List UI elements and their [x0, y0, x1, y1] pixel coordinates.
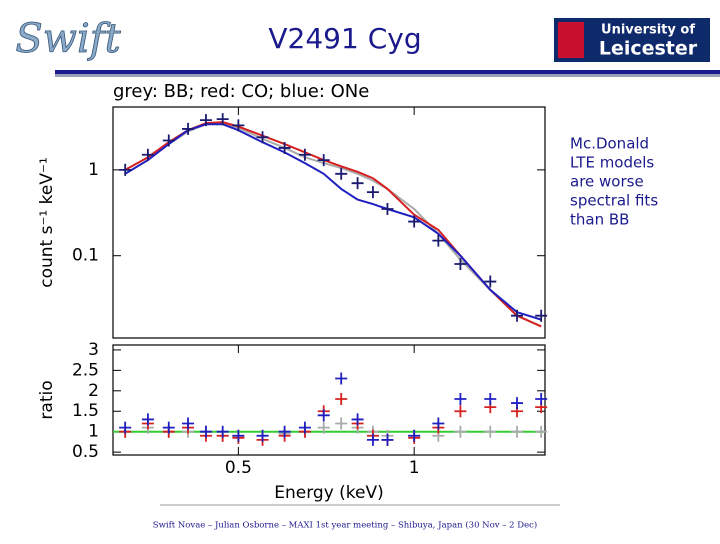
side-note: than BB	[570, 211, 629, 229]
plot-frame	[112, 344, 546, 456]
data-point	[454, 425, 467, 438]
logo-shield	[558, 22, 584, 58]
data-point	[484, 275, 497, 288]
data-point	[232, 119, 245, 132]
y-tick-label: 1.5	[72, 401, 99, 421]
data-point	[484, 425, 497, 438]
data-point	[298, 421, 311, 434]
y-tick-label: 1	[88, 160, 99, 180]
data-point	[408, 429, 421, 442]
y-axis-label: count s⁻¹ keV⁻¹	[37, 157, 57, 288]
header-rule-shadow	[55, 73, 720, 77]
side-note: are worse	[570, 173, 644, 191]
data-point	[335, 167, 348, 180]
data-point	[454, 405, 467, 418]
data-point	[351, 413, 364, 426]
data-point	[366, 186, 379, 199]
side-note: spectral fits	[570, 192, 658, 210]
data-point	[216, 425, 229, 438]
y-tick-label: 2	[88, 381, 99, 401]
y-tick-label: 2.5	[72, 360, 99, 380]
data-point	[141, 148, 154, 161]
data-point	[141, 413, 154, 426]
logo-text: University of	[601, 23, 695, 38]
data-point	[232, 429, 245, 442]
x-tick-label: 1	[409, 458, 420, 478]
data-point	[366, 433, 379, 446]
data-point	[335, 417, 348, 430]
data-point	[162, 421, 175, 434]
data-point	[535, 392, 548, 405]
data-point	[317, 409, 330, 422]
data-point	[162, 134, 175, 147]
data-point	[432, 234, 445, 247]
data-point	[454, 392, 467, 405]
data-point	[256, 429, 269, 442]
data-point	[381, 203, 394, 216]
data-point	[317, 421, 330, 434]
y-tick-label: 0.5	[72, 442, 99, 462]
data-point	[535, 309, 548, 322]
data-point	[335, 392, 348, 405]
data-point	[119, 163, 132, 176]
data-point	[182, 122, 195, 135]
data-point	[511, 397, 524, 410]
data-point	[454, 258, 467, 271]
y-tick-label: 3	[88, 340, 99, 360]
logo-text: Leicester	[599, 38, 698, 60]
data-point	[199, 425, 212, 438]
y-axis-label: ratio	[37, 380, 57, 419]
data-point	[381, 433, 394, 446]
x-axis-label: Energy (keV)	[274, 483, 384, 503]
data-point	[511, 309, 524, 322]
data-point	[298, 148, 311, 161]
data-point	[216, 113, 229, 126]
data-point	[535, 425, 548, 438]
side-note: Mc.Donald	[570, 135, 649, 153]
data-point	[278, 141, 291, 154]
header-rule	[55, 70, 720, 74]
slide-title: V2491 Cyg	[268, 22, 421, 55]
data-point	[511, 425, 524, 438]
data-point	[335, 372, 348, 385]
data-point	[182, 417, 195, 430]
plot-frame	[112, 106, 546, 339]
data-point	[408, 215, 421, 228]
data-point	[199, 114, 212, 127]
swift-logo: Swift	[15, 16, 121, 62]
footer: Swift Novae – Julian Osborne – MAXI 1st …	[153, 520, 537, 531]
data-point	[278, 425, 291, 438]
y-tick-label: 0.1	[72, 246, 99, 266]
data-point	[119, 421, 132, 434]
data-point	[256, 131, 269, 144]
x-tick-label: 0.5	[225, 458, 252, 478]
data-point	[317, 154, 330, 167]
plot-title: grey: BB; red: CO; blue: ONe	[113, 81, 369, 102]
data-point	[484, 392, 497, 405]
side-note: LTE models	[570, 154, 654, 172]
data-point	[432, 417, 445, 430]
data-point	[351, 177, 364, 190]
y-tick-label: 1	[88, 422, 99, 442]
